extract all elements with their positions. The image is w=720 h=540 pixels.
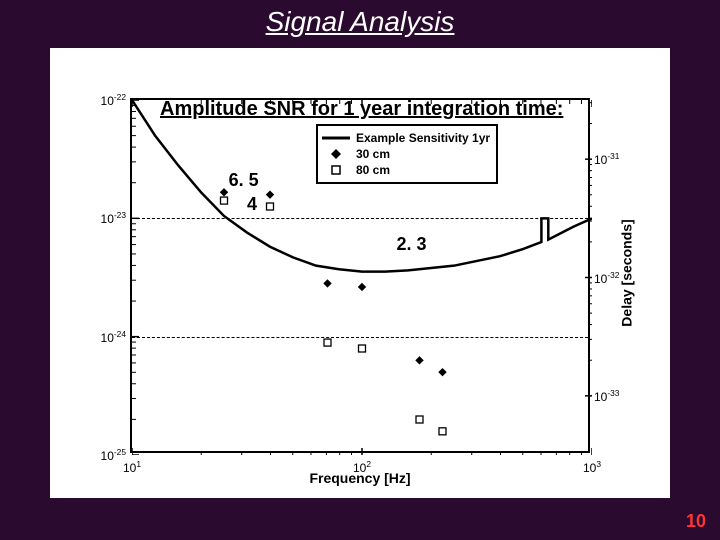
legend-item-80cm: 80 cm [322, 162, 490, 178]
y-right-tick-label: 10-33 [594, 388, 619, 404]
x-tick-label: 102 [353, 459, 371, 475]
chart-panel: Amplitude SNR for 1 year integration tim… [50, 48, 670, 498]
legend-label: 30 cm [356, 146, 390, 162]
y-left-tick-label: 10-22 [101, 92, 126, 108]
annotation-text: 2. 3 [397, 234, 427, 255]
line-icon [322, 133, 350, 143]
y-right-tick-label: 10-31 [594, 151, 619, 167]
y-right-tick-label: 10-32 [594, 270, 619, 286]
y-left-tick-label: 10-24 [101, 329, 126, 345]
diamond-icon [322, 148, 350, 160]
legend-label: Example Sensitivity 1yr [356, 130, 490, 146]
plot-area: 10110210310-2210-2310-2410-2510-3110-321… [130, 98, 590, 453]
slide-title: Signal Analysis [0, 0, 720, 38]
y-axis-right-label: Delay [seconds] [618, 219, 634, 326]
y-left-tick-label: 10-25 [101, 447, 126, 463]
legend: Example Sensitivity 1yr30 cm80 cm [316, 124, 498, 184]
legend-item-line: Example Sensitivity 1yr [322, 130, 490, 146]
gridline [132, 218, 588, 219]
slide-number: 10 [686, 511, 706, 532]
annotation-text: 4 [247, 194, 257, 215]
square-icon [322, 164, 350, 176]
annotation-text: 6. 5 [229, 170, 259, 191]
y-left-tick-label: 10-23 [101, 210, 126, 226]
x-tick-label: 103 [583, 459, 601, 475]
slide-subtitle: Amplitude SNR for 1 year integration tim… [160, 98, 563, 121]
legend-label: 80 cm [356, 162, 390, 178]
gridline [132, 337, 588, 338]
legend-item-30cm: 30 cm [322, 146, 490, 162]
